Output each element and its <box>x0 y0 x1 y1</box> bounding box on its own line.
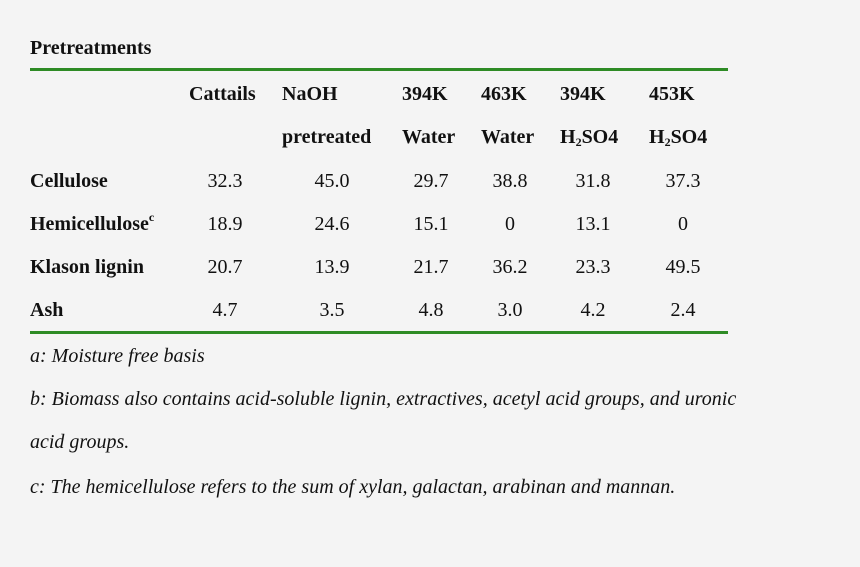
table-cell: 4.2 <box>580 299 606 321</box>
table-cell: 29.7 <box>413 170 449 192</box>
bottom-rule <box>30 331 728 334</box>
col-subheader-pretreated: pretreated <box>282 126 372 148</box>
table-cell: 4.8 <box>418 299 444 321</box>
row-label-hemicellulose: Hemicellulosec <box>30 210 155 235</box>
table-cell: 13.9 <box>314 256 350 278</box>
table-cell: 21.7 <box>413 256 449 278</box>
col-header-cattails: Cattails <box>189 83 256 105</box>
col-header-394k-water: 394K <box>402 83 448 105</box>
table-cell: 31.8 <box>575 170 611 192</box>
footnote-a: a: Moisture free basis <box>30 345 205 367</box>
col-subheader-water-2: Water <box>481 126 535 148</box>
table-cell: 24.6 <box>314 213 350 235</box>
table-title: Pretreatments <box>30 37 152 59</box>
table-cell: 49.5 <box>665 256 701 278</box>
table-cell: 15.1 <box>413 213 449 235</box>
col-header-463k-water: 463K <box>481 83 527 105</box>
table-cell: 2.4 <box>670 299 696 321</box>
table-cell: 0 <box>678 213 688 235</box>
table-cell: 37.3 <box>665 170 701 192</box>
table-cell: 4.7 <box>212 299 238 321</box>
table-cell: 36.2 <box>492 256 528 278</box>
table-cell: 3.0 <box>497 299 523 321</box>
col-subheader-h2so4-1: H2SO4 <box>560 126 619 149</box>
col-subheader-h2so4-2: H2SO4 <box>649 126 708 149</box>
table-cell: 18.9 <box>207 213 243 235</box>
row-label-klason-lignin: Klason lignin <box>30 256 144 278</box>
table-cell: 3.5 <box>319 299 345 321</box>
table-cell: 23.3 <box>575 256 611 278</box>
table-cell: 20.7 <box>207 256 243 278</box>
table-cell: 13.1 <box>575 213 611 235</box>
top-rule <box>30 68 728 71</box>
table-cell: 32.3 <box>207 170 243 192</box>
col-header-394k-h2so4: 394K <box>560 83 606 105</box>
col-subheader-water-1: Water <box>402 126 456 148</box>
col-header-453k-h2so4: 453K <box>649 83 695 105</box>
row-label-ash: Ash <box>30 299 64 321</box>
table-cell: 45.0 <box>314 170 350 192</box>
table-cell: 38.8 <box>492 170 528 192</box>
row-label-cellulose: Cellulose <box>30 170 108 192</box>
table-cell: 0 <box>505 213 515 235</box>
col-header-naoh: NaOH <box>282 83 338 105</box>
footnote-c: c: The hemicellulose refers to the sum o… <box>30 476 676 498</box>
footnote-b-continued: acid groups. <box>30 431 130 453</box>
footnote-b: b: Biomass also contains acid-soluble li… <box>30 388 737 410</box>
